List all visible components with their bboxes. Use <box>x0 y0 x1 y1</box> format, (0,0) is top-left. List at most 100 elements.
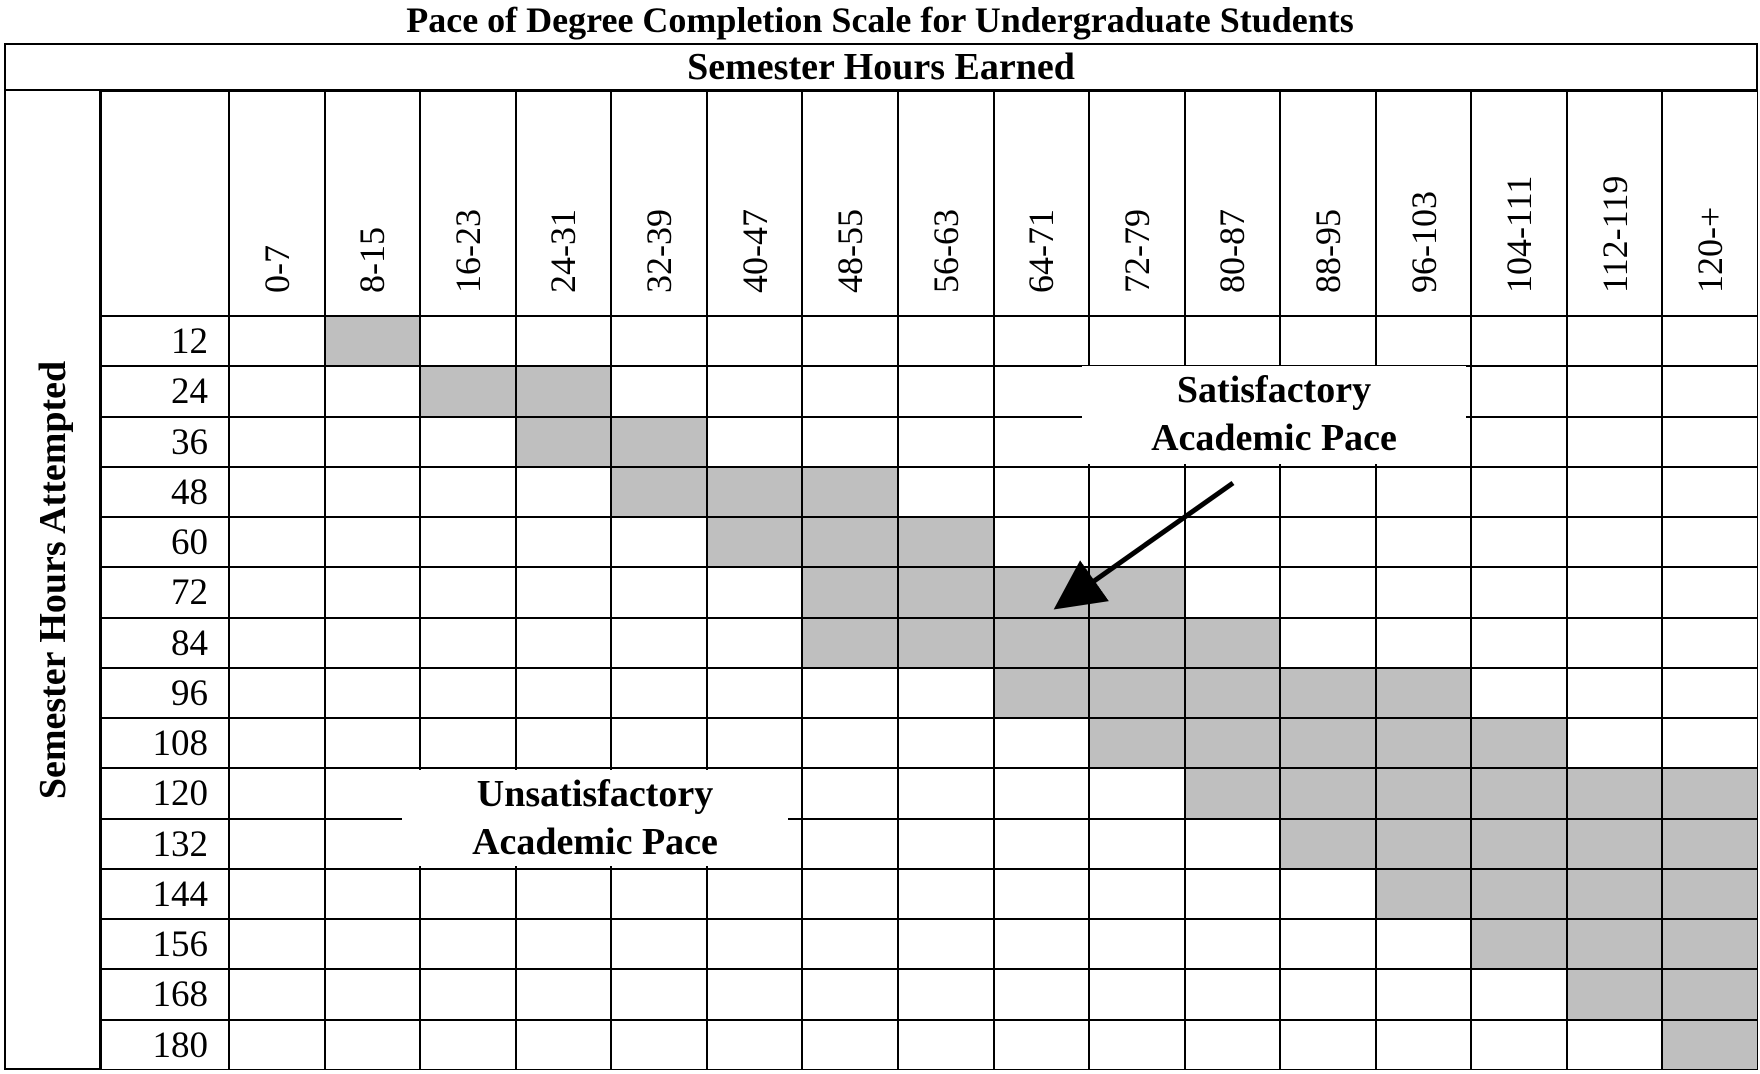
grid-cell <box>1471 316 1567 367</box>
grid-cell <box>611 969 707 1020</box>
grid-cell <box>1375 316 1472 367</box>
grid-cell-satisfactory <box>1662 868 1758 920</box>
column-header-label: 96-103 <box>1403 191 1444 293</box>
grid-cell-satisfactory <box>897 617 994 668</box>
grid-cell <box>420 416 516 467</box>
grid-cell-satisfactory <box>515 366 612 417</box>
column-header: 64-71 <box>993 91 1090 316</box>
grid-cell <box>1280 919 1376 970</box>
grid-cell <box>515 969 612 1020</box>
grid-cell <box>229 919 325 970</box>
grid-cell <box>420 718 516 769</box>
grid-cell <box>1089 919 1185 970</box>
grid-cell <box>1375 517 1472 568</box>
grid-cell-satisfactory <box>802 617 898 668</box>
grid-cell <box>1566 617 1663 668</box>
grid-cell <box>324 366 421 417</box>
grid-cell <box>1375 617 1472 668</box>
column-header-label: 88-95 <box>1307 209 1348 293</box>
grid-cell <box>324 919 421 970</box>
grid-cell <box>802 919 898 970</box>
grid-cell-satisfactory <box>1566 969 1663 1020</box>
grid-cell <box>706 919 803 970</box>
row-header: 24 <box>101 366 229 417</box>
grid-cell-satisfactory <box>897 517 994 568</box>
grid-cell <box>1566 316 1663 367</box>
grid-cell <box>1280 868 1376 920</box>
grid-cell <box>420 567 516 618</box>
row-header: 168 <box>101 969 229 1020</box>
grid-cell <box>229 1019 325 1070</box>
grid-cell <box>229 617 325 668</box>
grid-cell <box>420 517 516 568</box>
grid-cell <box>1280 567 1376 618</box>
row-header: 48 <box>101 466 229 518</box>
column-header-label: 72-79 <box>1116 209 1157 293</box>
grid-cell <box>1184 466 1281 518</box>
grid-cell <box>611 868 707 920</box>
grid-cell <box>515 919 612 970</box>
grid-cell <box>1184 919 1281 970</box>
grid-cell-satisfactory <box>324 316 421 367</box>
grid-cell <box>1662 617 1758 668</box>
grid-cell <box>1184 868 1281 920</box>
grid-cell <box>1375 969 1472 1020</box>
column-header-label: 8-15 <box>352 227 393 293</box>
grid-cell <box>993 517 1090 568</box>
grid-cell-satisfactory <box>1184 617 1281 668</box>
grid-cell <box>993 768 1090 819</box>
grid-cell <box>1280 617 1376 668</box>
grid-cell-satisfactory <box>1662 1019 1758 1070</box>
grid-cell-satisfactory <box>1280 768 1376 819</box>
grid-cell <box>420 466 516 518</box>
grid-cell <box>420 1019 516 1070</box>
grid-cell <box>420 667 516 719</box>
grid-cell <box>229 567 325 618</box>
grid-cell <box>229 466 325 518</box>
grid-cell <box>1662 316 1758 367</box>
grid-cell <box>802 366 898 417</box>
column-header: 32-39 <box>611 91 707 316</box>
grid-cell <box>515 667 612 719</box>
grid-cell-satisfactory <box>1471 818 1567 869</box>
column-header: 40-47 <box>706 91 803 316</box>
grid-cell <box>993 1019 1090 1070</box>
column-header-label: 24-31 <box>543 209 584 293</box>
grid-cell <box>897 416 994 467</box>
column-header-label: 40-47 <box>734 209 775 293</box>
grid-cell <box>1662 517 1758 568</box>
grid-cell-satisfactory <box>515 416 612 467</box>
grid-cell <box>897 768 994 819</box>
grid-cell-satisfactory <box>1471 919 1567 970</box>
column-header: 0-7 <box>229 91 325 316</box>
grid-cell <box>420 316 516 367</box>
grid-cell <box>1375 466 1472 518</box>
column-group-header-label: Semester Hours Earned <box>687 46 1075 88</box>
grid-cell <box>1662 567 1758 618</box>
column-header: 16-23 <box>420 91 516 316</box>
grid-cell-satisfactory <box>611 466 707 518</box>
grid-cell <box>1184 567 1281 618</box>
row-header: 36 <box>101 416 229 467</box>
grid-cell <box>993 868 1090 920</box>
unsatisfactory-label-line1: Unsatisfactory <box>476 773 714 815</box>
grid-cell <box>802 316 898 367</box>
grid-cell <box>1375 567 1472 618</box>
grid-cell <box>1566 667 1663 719</box>
grid-cell <box>1471 969 1567 1020</box>
grid-cell <box>611 316 707 367</box>
grid-cell-satisfactory <box>1471 868 1567 920</box>
grid-cell <box>1089 517 1185 568</box>
grid-cell <box>1662 718 1758 769</box>
column-header: 56-63 <box>897 91 994 316</box>
grid-cell <box>897 969 994 1020</box>
grid-cell <box>229 818 325 869</box>
grid-cell <box>324 868 421 920</box>
grid-cell-satisfactory <box>1280 667 1376 719</box>
grid-cell <box>1471 517 1567 568</box>
grid-cell-satisfactory <box>1184 667 1281 719</box>
grid-cell-satisfactory <box>1089 617 1185 668</box>
grid-cell <box>1471 667 1567 719</box>
grid-cell-satisfactory <box>1662 818 1758 869</box>
grid-cell <box>993 316 1090 367</box>
